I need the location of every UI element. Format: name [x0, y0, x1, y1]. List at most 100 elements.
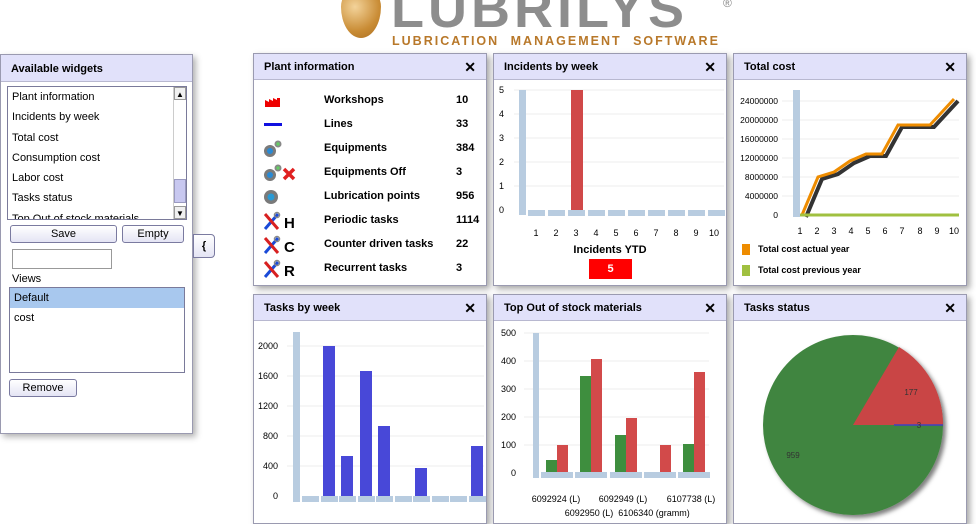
svg-text:10: 10	[709, 228, 719, 238]
widget-item-total-cost[interactable]: Total cost	[12, 131, 59, 144]
widget-item-consumption-cost[interactable]: Consumption cost	[12, 151, 101, 164]
plant-row-equipments: Equipments 384	[254, 139, 486, 159]
svg-text:2: 2	[553, 228, 558, 238]
svg-text:6092950 (L): 6092950 (L)	[565, 508, 614, 518]
svg-text:5: 5	[613, 228, 618, 238]
widget-title: Top Out of stock materials	[504, 302, 642, 314]
svg-text:2: 2	[814, 226, 819, 236]
svg-text:12000000: 12000000	[740, 153, 778, 163]
widget-item-incidents-by-week[interactable]: Incidents by week	[12, 111, 100, 124]
widget-item-plant-information[interactable]: Plant information	[12, 91, 95, 103]
svg-text:8: 8	[917, 226, 922, 236]
svg-text:1600: 1600	[258, 371, 278, 381]
svg-text:6106340 (gramm): 6106340 (gramm)	[618, 508, 690, 518]
scroll-thumb[interactable]	[174, 179, 186, 203]
svg-text:300: 300	[501, 384, 516, 394]
widget-title: Tasks by week	[264, 302, 341, 314]
svg-text:200: 200	[501, 412, 516, 422]
scroll-down-arrow-icon[interactable]: ▼	[174, 206, 186, 219]
svg-text:4: 4	[499, 109, 504, 119]
close-icon[interactable]: ✕	[464, 59, 476, 75]
widget-top-out-of-stock: Top Out of stock materials ✕ 500 400 300…	[493, 294, 727, 524]
svg-text:C: C	[284, 239, 295, 255]
close-icon[interactable]: ✕	[944, 300, 956, 316]
widget-title: Plant information	[264, 61, 355, 73]
remove-button[interactable]: Remove	[9, 379, 77, 397]
svg-text:5: 5	[499, 85, 504, 95]
logo-name: LUBRILYS	[391, 0, 689, 39]
svg-text:6092949 (L): 6092949 (L)	[599, 494, 648, 504]
widget-item-top-out-of-stock[interactable]: Top Out of stock materials	[12, 212, 140, 220]
widget-header[interactable]: Incidents by week ✕	[494, 54, 726, 80]
widget-item-tasks-status[interactable]: Tasks status	[12, 192, 73, 205]
close-icon[interactable]: ✕	[704, 300, 716, 316]
widget-incidents-by-week: Incidents by week ✕ 5 4 3 2 1 0 1 2 3 4 5 6 7 8…	[493, 53, 727, 286]
line-icon	[262, 115, 304, 135]
widget-header[interactable]: Tasks status ✕	[734, 295, 966, 321]
svg-text:3: 3	[917, 421, 922, 430]
save-button[interactable]: Save	[10, 225, 117, 243]
svg-text:9: 9	[934, 226, 939, 236]
svg-text:1200: 1200	[258, 401, 278, 411]
widget-title: Total cost	[744, 61, 796, 73]
views-list[interactable]: Default cost	[9, 287, 185, 373]
panel-toggle-button[interactable]: {	[193, 234, 215, 258]
widget-total-cost: Total cost ✕ 24000000 20000000 16000000 …	[733, 53, 967, 286]
svg-text:7: 7	[899, 226, 904, 236]
svg-text:6107738 (L): 6107738 (L)	[667, 494, 716, 504]
svg-text:3: 3	[831, 226, 836, 236]
widget-tasks-by-week: Tasks by week ✕ 2000 1600 1200 800 400 0	[253, 294, 487, 524]
gears-icon	[262, 139, 304, 159]
widget-header[interactable]: Total cost ✕	[734, 54, 966, 80]
svg-text:9: 9	[693, 228, 698, 238]
total-cost-line-chart: 24000000 20000000 16000000 12000000 8000…	[740, 90, 960, 236]
widgets-list[interactable]: Plant information Incidents by week Tota…	[7, 86, 187, 220]
svg-text:8: 8	[673, 228, 678, 238]
svg-text:100: 100	[501, 440, 516, 450]
tools-icon: C	[262, 235, 304, 256]
legend-previous-year: Total cost previous year	[742, 265, 861, 277]
svg-text:500: 500	[501, 328, 516, 338]
svg-text:800: 800	[263, 431, 278, 441]
widget-header[interactable]: Tasks by week ✕	[254, 295, 486, 321]
widget-item-labor-cost[interactable]: Labor cost	[12, 172, 64, 185]
oil-drop-icon	[341, 0, 381, 38]
close-icon[interactable]: ✕	[464, 300, 476, 316]
view-name-input[interactable]	[12, 249, 112, 269]
svg-text:0: 0	[499, 205, 504, 215]
widgets-list-scrollbar[interactable]: ▲ ▼	[173, 87, 186, 219]
incidents-bar-chart: 5 4 3 2 1 0 1 2 3 4 5 6 7 8 9 10	[499, 85, 725, 238]
widget-title: Incidents by week	[504, 61, 599, 73]
svg-text:8000000: 8000000	[745, 172, 778, 182]
widget-header[interactable]: Plant information ✕	[254, 54, 486, 80]
tasks-status-pie-chart: 177 3 959	[763, 335, 944, 515]
close-icon[interactable]: ✕	[704, 59, 716, 75]
widget-header[interactable]: Top Out of stock materials ✕	[494, 295, 726, 321]
view-item-cost[interactable]: cost	[14, 312, 35, 324]
svg-text:177: 177	[904, 388, 918, 397]
plant-row-lines: Lines 33	[254, 115, 486, 135]
svg-text:2: 2	[499, 157, 504, 167]
scroll-up-arrow-icon[interactable]: ▲	[174, 87, 186, 100]
svg-text:1: 1	[499, 181, 504, 191]
svg-text:7: 7	[653, 228, 658, 238]
svg-text:1: 1	[797, 226, 802, 236]
svg-text:6: 6	[882, 226, 887, 236]
svg-text:4: 4	[848, 226, 853, 236]
plant-row-workshops: Workshops 10	[254, 91, 486, 111]
view-item-default[interactable]: Default	[10, 288, 184, 308]
svg-text:1: 1	[533, 228, 538, 238]
legend-swatch	[742, 244, 750, 256]
close-icon[interactable]: ✕	[944, 59, 956, 75]
plant-row-lubrication-points: Lubrication points 956	[254, 187, 486, 207]
gear-icon	[262, 187, 304, 207]
lubrilys-logo: LUBRILYS ® LUBRICATION MANAGEMENT SOFTWA…	[335, 0, 755, 50]
svg-text:0: 0	[273, 491, 278, 501]
empty-button[interactable]: Empty	[122, 225, 184, 243]
plant-row-periodic-tasks: H Periodic tasks 1114	[254, 211, 486, 232]
svg-text:R: R	[284, 263, 295, 279]
svg-text:16000000: 16000000	[740, 134, 778, 144]
svg-text:400: 400	[263, 461, 278, 471]
svg-text:400: 400	[501, 356, 516, 366]
svg-text:4000000: 4000000	[745, 191, 778, 201]
